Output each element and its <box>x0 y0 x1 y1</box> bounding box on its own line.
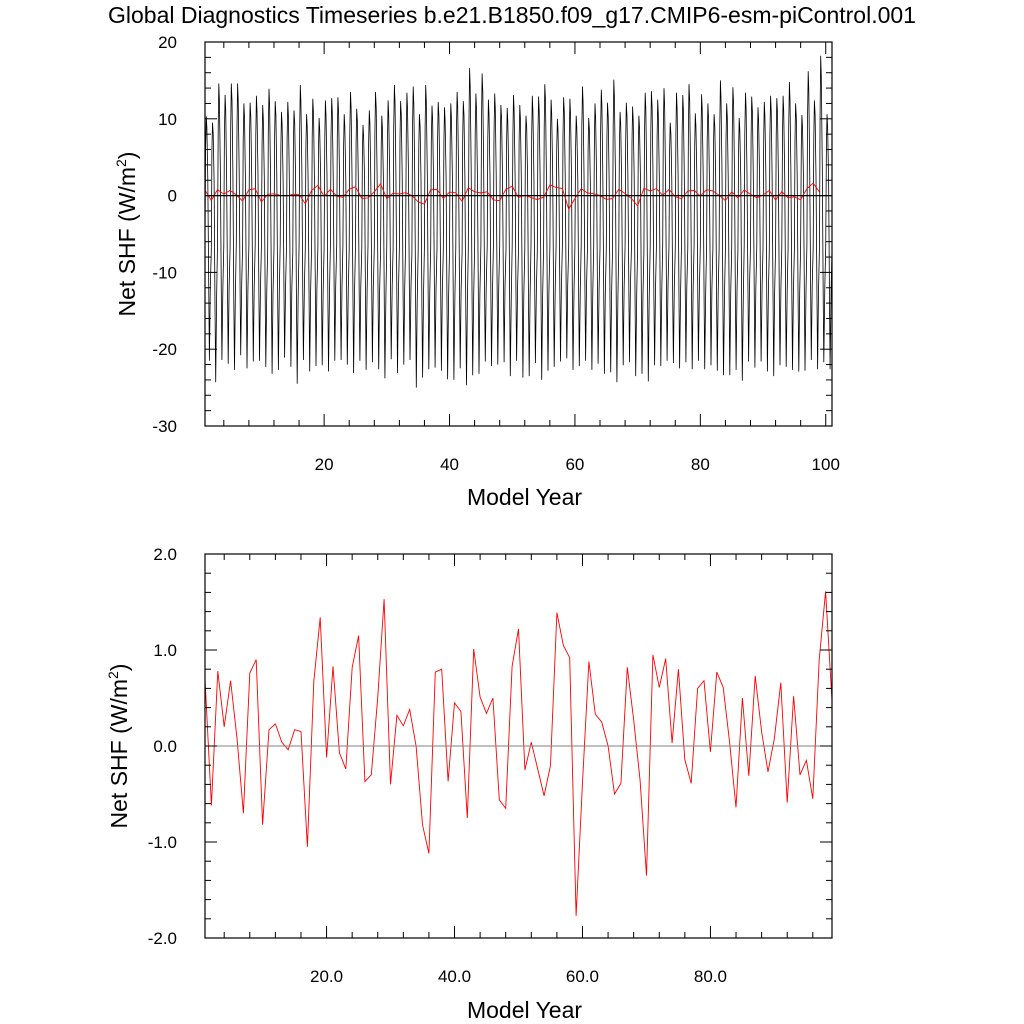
y-tick-label: -1.0 <box>148 833 177 852</box>
y-tick-label: 2.0 <box>153 545 177 564</box>
y-tick-label: 1.0 <box>153 641 177 660</box>
y-axis-title-close: ) <box>106 664 132 672</box>
plot-area <box>205 55 832 388</box>
y-axis-title-main: Net SHF (W/m <box>114 167 140 317</box>
x-tick-label: 80.0 <box>694 967 727 986</box>
x-axis-title: Model Year <box>467 484 582 510</box>
y-axis-title: Net SHF (W/m2) <box>113 152 140 317</box>
plot-area <box>205 591 832 916</box>
y-tick-label: -20 <box>152 340 177 359</box>
chart-title: Global Diagnostics Timeseries b.e21.B185… <box>108 2 916 28</box>
y-tick-label: -30 <box>152 417 177 436</box>
monthly-series-line <box>205 55 832 388</box>
x-tick-label: 60.0 <box>566 967 599 986</box>
x-tick-label: 40 <box>440 455 459 474</box>
x-tick-label: 20.0 <box>310 967 343 986</box>
x-tick-label: 80 <box>691 455 710 474</box>
x-tick-label: 20 <box>315 455 334 474</box>
x-tick-label: 60 <box>565 455 584 474</box>
y-axis-title-close: ) <box>114 152 140 160</box>
annual-series-line <box>205 591 832 916</box>
plot-frame <box>204 41 833 427</box>
panel-2: -2.0 -1.0 0.0 1.0 2.0 20.0 40.0 60.0 80.0 Model Y… <box>105 545 833 1023</box>
y-tick-label: 0.0 <box>153 737 177 756</box>
y-tick-label: 20 <box>158 33 177 52</box>
y-axis-title-superscript: 2 <box>113 159 129 167</box>
x-tick-label: 100 <box>812 455 840 474</box>
panel-1: -30 -20 -10 0 10 20 20 40 60 80 100 Model Year Net S… <box>113 33 840 510</box>
x-axis-title: Model Year <box>467 997 582 1023</box>
y-tick-label: -2.0 <box>148 929 177 948</box>
y-axis-title: Net SHF (W/m2) <box>105 664 132 829</box>
y-tick-label: 10 <box>158 110 177 129</box>
y-tick-label: 0 <box>168 187 177 206</box>
y-tick-label: -10 <box>152 263 177 282</box>
y-axis-title-main: Net SHF (W/m <box>106 679 132 829</box>
y-axis-title-superscript: 2 <box>105 671 121 679</box>
x-tick-label: 40.0 <box>438 967 471 986</box>
annual-series-line <box>205 182 820 211</box>
